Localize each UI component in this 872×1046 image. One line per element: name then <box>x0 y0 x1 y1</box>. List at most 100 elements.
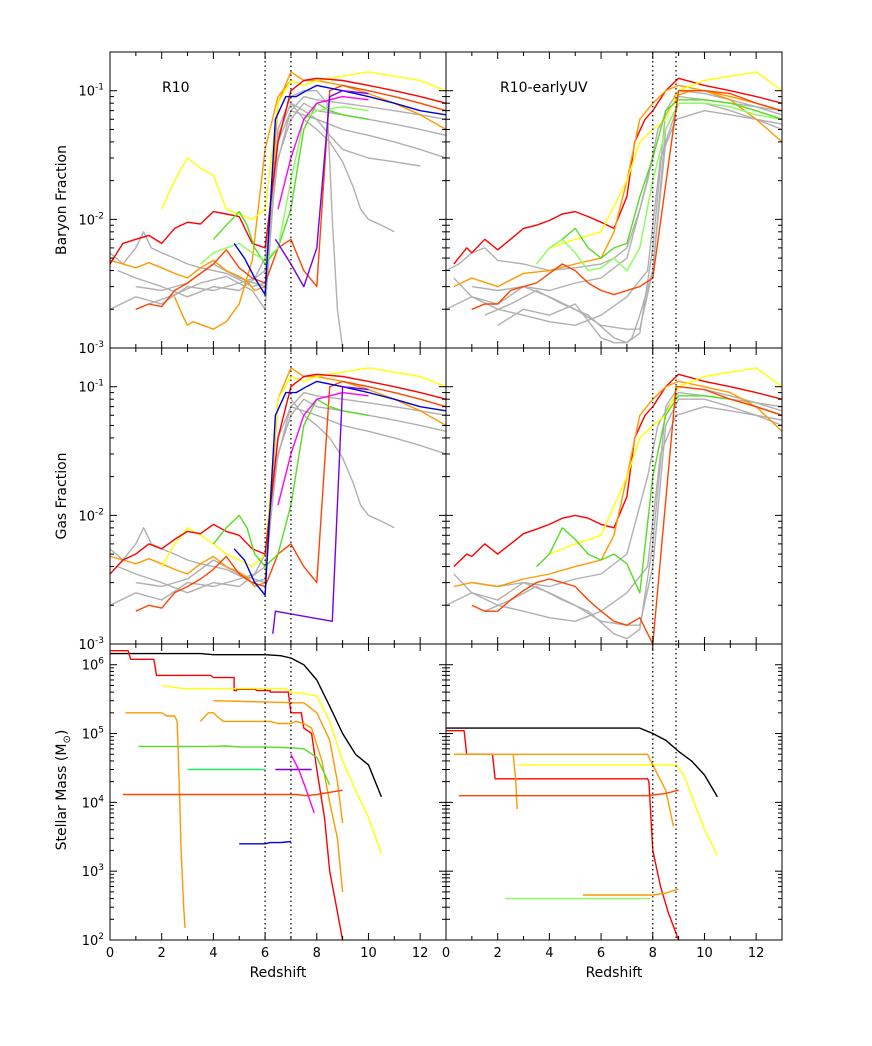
y-tick-label: 102 <box>82 932 104 949</box>
series-magenta <box>277 95 369 210</box>
y-tick-exponent: 6 <box>98 657 104 667</box>
series-orangered <box>458 789 679 797</box>
y-tick-base: 10 <box>78 509 95 524</box>
series-orange <box>110 71 446 292</box>
ylabel-stellar-sun: ⊙ <box>62 735 73 743</box>
x-tick-label: 10 <box>360 946 377 961</box>
series-gray-3 <box>471 398 782 626</box>
y-tick-label: 10-3 <box>78 340 104 357</box>
panel-stellar-right: 0 2 4 6 8 10 12 <box>442 643 783 961</box>
series-orange-2 <box>199 712 344 892</box>
series-red <box>110 77 446 265</box>
y-tick-exponent: -3 <box>95 340 104 350</box>
series-red <box>110 373 446 575</box>
y-tick-exponent: 3 <box>98 863 104 873</box>
series-orange <box>453 380 782 588</box>
y-tick-base: 10 <box>78 85 95 100</box>
panel-title-left: R10 <box>162 80 190 96</box>
series-yellow <box>549 367 782 555</box>
y-tick-label: 10-3 <box>78 636 104 653</box>
series-gray-5 <box>290 102 395 233</box>
y-tick-base: 10 <box>78 638 95 653</box>
series-orange-3 <box>213 700 344 824</box>
x-tick-label: 0 <box>106 946 114 961</box>
plot-area <box>110 348 446 644</box>
y-tick-base: 10 <box>82 728 99 743</box>
y-tick-base: 10 <box>82 934 99 949</box>
series-gray-1 <box>110 391 446 606</box>
series-yellow <box>161 367 446 568</box>
series-gray-6 <box>110 231 266 288</box>
y-tick-exponent: -1 <box>95 83 104 93</box>
plot-area <box>446 52 782 348</box>
y-tick-label: 105 <box>82 726 104 743</box>
series-gray-1 <box>446 95 782 310</box>
series-orangered <box>471 386 782 644</box>
series-green <box>561 99 782 259</box>
series-orange <box>125 712 186 928</box>
panel-baryon-right <box>445 51 783 349</box>
series-yellow <box>161 71 446 221</box>
plot-area <box>446 348 782 644</box>
panel-gas-left: 10-110-210-3 <box>78 347 447 653</box>
series-yellow <box>549 71 782 249</box>
y-tick-exponent: 2 <box>98 932 104 942</box>
x-tick-label: 4 <box>545 946 553 961</box>
y-tick-base: 10 <box>82 796 99 811</box>
series-orange-2 <box>673 89 782 143</box>
ylabel-stellar-main: Stellar Mass (M <box>54 744 70 851</box>
series-green <box>212 398 369 568</box>
series-gray-2 <box>117 102 446 298</box>
y-tick-exponent: 5 <box>98 726 104 736</box>
x-tick-label: 8 <box>649 946 657 961</box>
series-green <box>138 745 331 786</box>
x-tick-label: 6 <box>597 946 605 961</box>
ylabel-gas: Gas Fraction <box>54 452 70 539</box>
y-tick-label: 10-1 <box>78 83 104 100</box>
y-tick-exponent: -3 <box>95 636 104 646</box>
series-red <box>453 77 782 265</box>
series-gray-2 <box>453 406 782 622</box>
y-tick-label: 103 <box>82 863 104 880</box>
series-gray-3 <box>135 406 446 588</box>
y-tick-exponent: 4 <box>98 794 104 804</box>
series-red <box>446 730 680 940</box>
series-green <box>536 395 782 594</box>
x-tick-label: 10 <box>696 946 713 961</box>
series-orange-2 <box>173 80 292 330</box>
series-lime <box>200 106 369 265</box>
series-gray-2 <box>117 398 446 594</box>
x-tick-label: 6 <box>261 946 269 961</box>
series-yellow <box>161 684 383 854</box>
ylabel-stellar-close: ) <box>54 730 70 735</box>
y-tick-base: 10 <box>82 865 99 880</box>
plot-area <box>110 52 446 348</box>
y-tick-base: 10 <box>78 342 95 357</box>
series-gray-6 <box>497 102 680 344</box>
x-tick-label: 4 <box>209 946 217 961</box>
series-magenta <box>277 391 369 506</box>
series-gray-4 <box>484 89 782 344</box>
series-blue <box>233 84 446 296</box>
series-blue <box>233 380 446 596</box>
y-tick-label: 10-2 <box>78 211 104 228</box>
y-tick-label: 106 <box>82 657 105 674</box>
x-tick-label: 12 <box>748 946 765 961</box>
series-yellow <box>518 764 719 856</box>
xlabel-right: Redshift <box>586 965 643 981</box>
series-orange-2 <box>513 753 675 827</box>
series-orange <box>453 753 518 810</box>
series-orangered <box>471 89 782 310</box>
series-gray-4 <box>484 386 782 640</box>
y-tick-label: 10-1 <box>78 379 104 396</box>
y-tick-base: 10 <box>78 213 95 228</box>
x-tick-label: 0 <box>442 946 450 961</box>
series-orange-low <box>583 888 679 896</box>
series-lime <box>535 102 782 272</box>
y-tick-label: 104 <box>82 794 105 811</box>
y-tick-exponent: -2 <box>95 211 104 221</box>
series-purple <box>272 386 369 634</box>
series-gray-4 <box>110 527 266 584</box>
series-gray-2 <box>453 109 782 326</box>
